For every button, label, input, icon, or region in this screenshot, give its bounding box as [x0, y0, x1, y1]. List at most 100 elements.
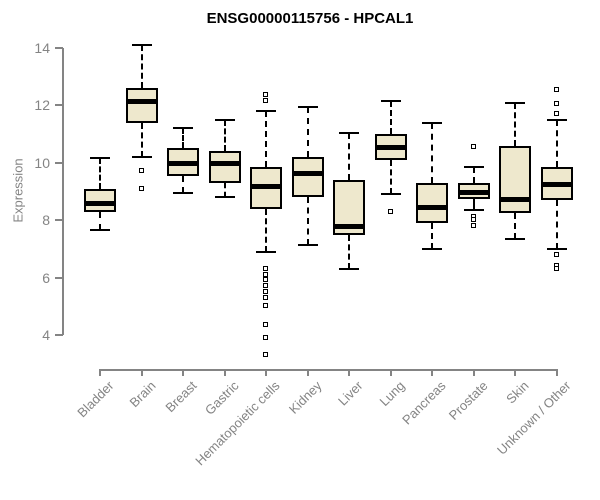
lower-whisker: [223, 182, 226, 198]
median-line: [374, 145, 407, 150]
outlier-point: [553, 111, 559, 116]
outlier-point: [263, 277, 268, 283]
outlier-point: [138, 185, 144, 191]
lower-whisker-cap: [90, 229, 110, 232]
median-line: [250, 183, 282, 189]
y-axis-tick: [55, 104, 63, 107]
upper-whisker-cap: [505, 101, 525, 104]
upper-whisker: [389, 101, 392, 135]
lower-whisker-cap: [339, 267, 359, 270]
lower-whisker: [555, 200, 558, 249]
x-axis-tick: [182, 370, 184, 376]
outlier-point: [553, 251, 559, 257]
median-line: [167, 160, 199, 166]
median-line: [208, 160, 241, 166]
y-axis-tick: [55, 334, 63, 336]
outlier-point: [263, 303, 268, 309]
upper-whisker: [223, 119, 226, 152]
lower-whisker-cap: [546, 247, 567, 250]
outlier-point: [553, 265, 559, 271]
upper-whisker-cap: [297, 105, 318, 108]
outlier-point: [470, 217, 476, 223]
lower-whisker: [348, 234, 350, 269]
outlier-point: [553, 100, 559, 106]
upper-whisker: [99, 158, 101, 189]
x-axis-tick: [472, 370, 475, 376]
median-line: [499, 196, 531, 202]
x-axis-line: [99, 369, 558, 371]
median-line: [540, 182, 573, 188]
upper-whisker: [140, 45, 143, 89]
y-axis-tick: [55, 161, 63, 164]
upper-whisker-cap: [380, 100, 401, 103]
median-line: [333, 223, 365, 229]
x-axis-tick: [431, 370, 433, 376]
lower-whisker: [140, 122, 143, 158]
upper-whisker: [182, 128, 184, 149]
box: [416, 182, 448, 224]
upper-whisker: [555, 119, 558, 168]
chart-title: ENSG00000115756 - HPCAL1: [206, 10, 414, 27]
lower-whisker: [265, 208, 267, 252]
lower-whisker-cap: [422, 247, 442, 250]
outlier-point: [263, 288, 268, 294]
outlier-point: [263, 334, 268, 340]
lower-whisker-cap: [297, 243, 318, 246]
lower-whisker-cap: [380, 193, 401, 196]
outlier-point: [263, 92, 268, 98]
x-axis-tick: [223, 370, 226, 376]
y-tick-label: 8: [42, 212, 50, 229]
lower-whisker: [431, 223, 433, 249]
upper-whisker-cap: [256, 110, 276, 113]
y-tick-label: 6: [42, 269, 50, 286]
lower-whisker-cap: [173, 191, 193, 194]
lower-whisker: [514, 213, 516, 239]
median-line: [84, 200, 116, 206]
y-tick-label: 4: [42, 327, 50, 343]
x-axis-tick: [348, 370, 350, 376]
outlier-point: [263, 321, 268, 327]
lower-whisker-cap: [505, 237, 525, 240]
outlier-point: [263, 352, 268, 358]
outlier-point: [263, 271, 268, 277]
upper-whisker: [348, 132, 350, 180]
median-line: [416, 205, 448, 211]
upper-whisker: [514, 102, 516, 146]
box: [208, 151, 241, 183]
lower-whisker: [182, 175, 184, 193]
y-tick-label: 12: [34, 97, 50, 114]
x-axis-tick: [306, 370, 309, 376]
y-tick-label: 10: [34, 154, 50, 171]
lower-whisker-cap: [131, 156, 152, 159]
lower-whisker: [306, 197, 309, 245]
outlier-point: [138, 168, 144, 174]
outlier-point: [470, 144, 476, 149]
box: [291, 157, 324, 198]
outlier-point: [553, 86, 559, 92]
lower-whisker-cap: [256, 250, 276, 253]
x-axis-tick: [514, 370, 516, 376]
x-axis-tick: [99, 370, 101, 376]
outlier-point: [470, 222, 476, 228]
upper-whisker-cap: [546, 118, 567, 121]
lower-whisker-cap: [463, 209, 484, 212]
x-axis-tick: [265, 370, 267, 376]
outlier-point: [263, 294, 268, 300]
upper-whisker-cap: [214, 118, 235, 121]
upper-whisker: [306, 106, 309, 158]
lower-whisker-cap: [214, 196, 235, 199]
median-line: [457, 189, 490, 195]
x-axis-tick: [555, 370, 558, 376]
y-axis-tick: [55, 276, 63, 279]
upper-whisker-cap: [131, 44, 152, 47]
upper-whisker: [265, 111, 267, 168]
median-line: [291, 170, 324, 176]
x-axis-tick: [140, 370, 143, 376]
upper-whisker-cap: [463, 166, 484, 169]
box: [499, 145, 531, 214]
lower-whisker: [389, 159, 392, 195]
box: [125, 88, 158, 123]
upper-whisker: [431, 122, 433, 183]
